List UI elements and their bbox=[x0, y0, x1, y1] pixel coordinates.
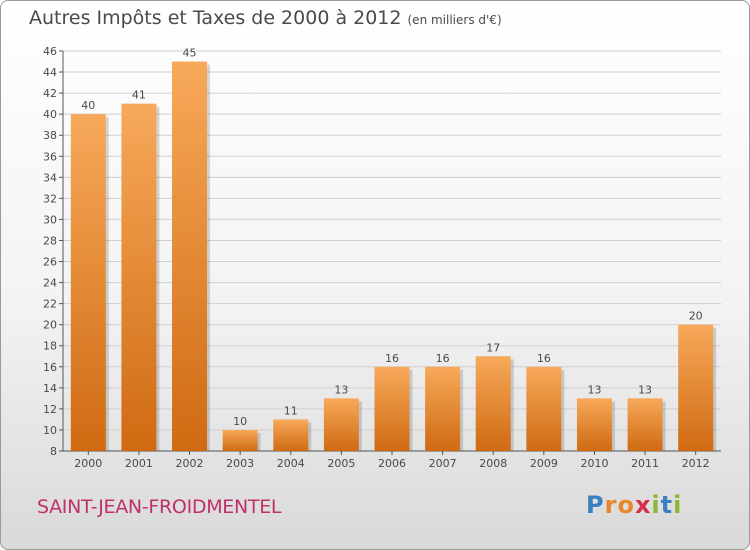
bar bbox=[222, 429, 258, 451]
y-tick-label: 44 bbox=[43, 66, 57, 79]
x-tick-label: 2005 bbox=[327, 457, 355, 470]
y-tick-label: 42 bbox=[43, 87, 57, 100]
y-tick-label: 16 bbox=[43, 361, 57, 374]
y-tick-label: 18 bbox=[43, 340, 57, 353]
data-label: 17 bbox=[486, 341, 500, 354]
data-label: 16 bbox=[436, 352, 450, 365]
logo-letter: P bbox=[586, 491, 605, 519]
data-label: 40 bbox=[81, 99, 95, 112]
bar bbox=[70, 114, 106, 451]
x-tick-label: 2002 bbox=[176, 457, 204, 470]
bar bbox=[172, 61, 208, 452]
proxiti-logo: Proxiti bbox=[586, 491, 682, 519]
y-tick-label: 22 bbox=[43, 298, 57, 311]
x-tick-label: 2009 bbox=[530, 457, 558, 470]
y-tick-label: 28 bbox=[43, 234, 57, 247]
y-tick-label: 36 bbox=[43, 150, 57, 163]
y-tick-label: 40 bbox=[43, 108, 57, 121]
logo-letter: o bbox=[617, 491, 635, 519]
y-tick-label: 20 bbox=[43, 319, 57, 332]
logo-letter: x bbox=[634, 491, 652, 519]
data-label: 13 bbox=[587, 383, 601, 396]
x-tick-label: 2000 bbox=[74, 457, 102, 470]
bar bbox=[121, 103, 157, 451]
x-tick-label: 2011 bbox=[631, 457, 659, 470]
x-tick-label: 2007 bbox=[429, 457, 457, 470]
unit-label: (en milliers d'€) bbox=[407, 13, 502, 27]
bar bbox=[475, 356, 511, 451]
bar bbox=[627, 398, 663, 451]
y-tick-label: 8 bbox=[50, 445, 57, 458]
x-tick-label: 2010 bbox=[580, 457, 608, 470]
x-tick-label: 2008 bbox=[479, 457, 507, 470]
bar bbox=[526, 366, 562, 451]
x-tick-label: 2004 bbox=[277, 457, 305, 470]
y-tick-label: 30 bbox=[43, 213, 57, 226]
x-tick-label: 2001 bbox=[125, 457, 153, 470]
x-tick-label: 2006 bbox=[378, 457, 406, 470]
y-tick-label: 26 bbox=[43, 256, 57, 269]
logo-letter: r bbox=[604, 491, 618, 519]
bar bbox=[678, 324, 714, 451]
x-tick-label: 2012 bbox=[682, 457, 710, 470]
data-label: 45 bbox=[183, 47, 197, 60]
data-label: 41 bbox=[132, 89, 146, 102]
bar bbox=[425, 366, 461, 451]
data-label: 13 bbox=[638, 383, 652, 396]
logo-letter: i bbox=[651, 491, 661, 519]
bar bbox=[374, 366, 410, 451]
data-label: 10 bbox=[233, 415, 247, 428]
y-tick-label: 10 bbox=[43, 424, 57, 437]
x-tick-label: 2003 bbox=[226, 457, 254, 470]
bar bbox=[273, 419, 309, 451]
y-tick-label: 38 bbox=[43, 129, 57, 142]
data-label: 11 bbox=[284, 404, 298, 417]
data-label: 16 bbox=[537, 352, 551, 365]
bar bbox=[323, 398, 359, 451]
data-label: 16 bbox=[385, 352, 399, 365]
logo-letter: t bbox=[660, 491, 674, 519]
data-label: 13 bbox=[334, 383, 348, 396]
y-tick-label: 46 bbox=[43, 45, 57, 58]
y-tick-label: 24 bbox=[43, 277, 57, 290]
data-label: 20 bbox=[689, 310, 703, 323]
logo-letter: i bbox=[673, 491, 683, 519]
y-tick-label: 34 bbox=[43, 171, 57, 184]
chart-title: Autres Impôts et Taxes de 2000 à 2012 (en… bbox=[29, 7, 502, 29]
chart-title-text: Autres Impôts et Taxes de 2000 à 2012 bbox=[29, 7, 402, 29]
y-tick-label: 12 bbox=[43, 403, 57, 416]
y-tick-label: 32 bbox=[43, 192, 57, 205]
y-tick-label: 14 bbox=[43, 382, 57, 395]
commune-name: SAINT-JEAN-FROIDMENTEL bbox=[37, 496, 282, 518]
bar bbox=[576, 398, 612, 451]
